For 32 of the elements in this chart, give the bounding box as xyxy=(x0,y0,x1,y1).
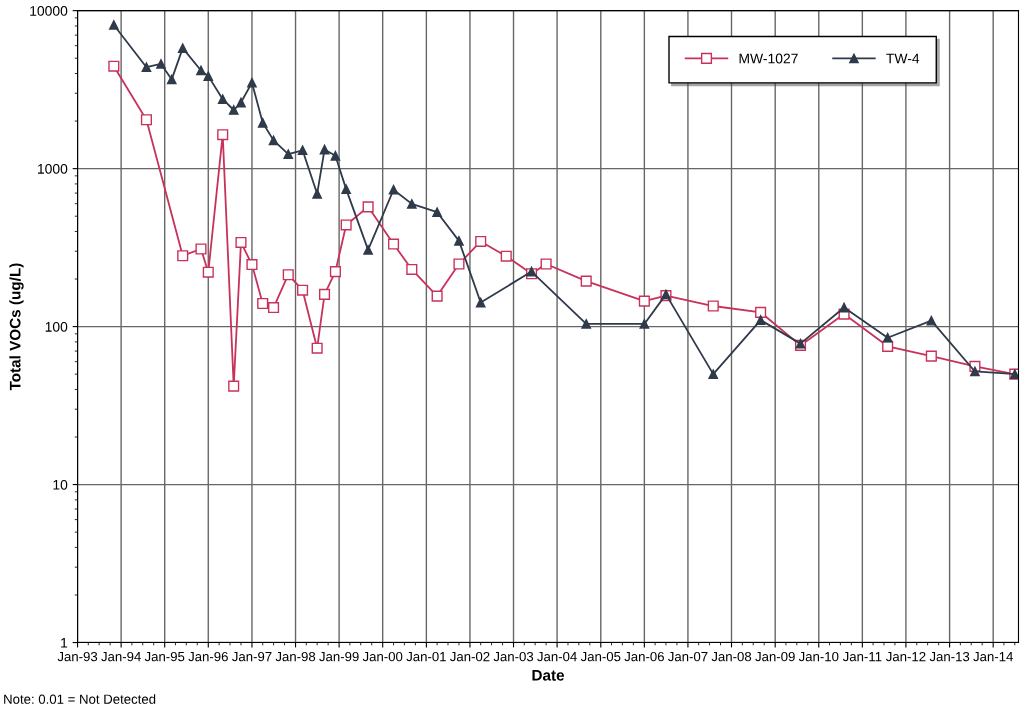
x-tick-label: Jan-94 xyxy=(101,651,141,662)
x-tick-label: Jan-07 xyxy=(667,651,708,662)
y-tick-label: 1 xyxy=(61,638,68,648)
x-tick-label: Jan-02 xyxy=(449,651,490,662)
legend-label: MW-1027 xyxy=(739,53,798,64)
x-tick-label: Jan-08 xyxy=(711,651,752,662)
y-tick-label: 10 xyxy=(53,479,68,490)
x-tick-label: Jan-10 xyxy=(798,651,839,662)
x-tick-label: Jan-11 xyxy=(842,652,882,662)
x-tick-label: Jan-01 xyxy=(406,651,446,662)
x-tick-label: Jan-00 xyxy=(362,651,403,662)
x-tick-label: Jan-99 xyxy=(319,651,359,662)
x-tick-label: Jan-06 xyxy=(624,651,664,662)
x-tick-label: Jan-04 xyxy=(537,651,577,662)
x-tick-label: Jan-03 xyxy=(493,651,534,662)
y-tick-label: 100 xyxy=(45,321,68,332)
x-tick-label: Jan-12 xyxy=(885,651,926,662)
y-axis-title: Total VOCs (ug/L) xyxy=(9,263,24,391)
legend-label: TW-4 xyxy=(886,53,920,64)
x-tick-label: Jan-93 xyxy=(57,651,98,662)
y-tick-label: 1000 xyxy=(37,163,68,174)
text: Note: 0.01 = Not Detected xyxy=(4,694,156,704)
y-tick-label: 10000 xyxy=(30,5,68,16)
x-tick-label: Jan-98 xyxy=(275,651,316,662)
x-tick-label: Jan-09 xyxy=(755,651,795,662)
x-tick-label: Jan-05 xyxy=(580,651,621,662)
x-tick-label: Jan-13 xyxy=(929,651,970,662)
x-tick-label: Jan-96 xyxy=(188,651,228,662)
x-tick-label: Jan-95 xyxy=(144,651,185,662)
x-tick-label: Jan-97 xyxy=(232,651,272,662)
x-tick-label: Jan-14 xyxy=(973,652,1013,662)
x-axis-title: Date xyxy=(532,669,565,681)
